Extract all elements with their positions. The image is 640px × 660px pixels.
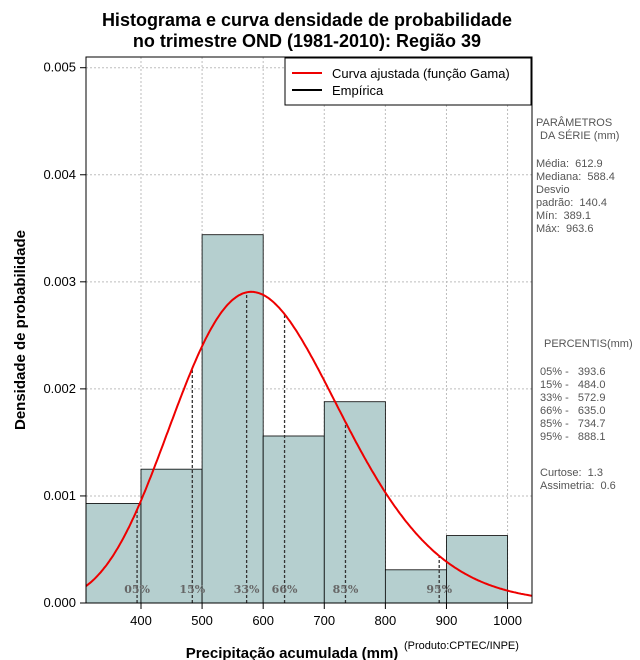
plot-frame [85,56,533,604]
percentis-list: 05% - 393.6 15% - 484.0 33% - 572.9 66% - 6… [540,366,605,444]
series-stat: Mediana: 588.4 [536,171,615,183]
legend: Curva ajustada (função Gama) Empírica [284,57,532,106]
percentil-row: 15% - 484.0 [540,379,606,391]
histogram-bar [323,401,386,604]
product-credit: (Produto:CPTEC/INPE) [404,640,519,652]
y-tick-label: 0.000 [43,595,76,610]
histogram-bar [201,234,264,604]
percentil-row: 85% - 734.7 [540,418,606,430]
percentile-label: 66% [272,583,298,596]
series-stat: Média: 612.9 [536,158,603,170]
y-axis: 0.000 0.001 0.002 0.003 0.004 0.005 [43,60,86,610]
percentile-label: 15% [179,583,205,596]
series-stat: Desvio [536,184,570,196]
histogram-bar [384,569,447,604]
percentile-label: 85% [333,583,359,596]
shape-stat: Assimetria: 0.6 [540,480,616,492]
gamma-density-curve [85,290,533,597]
y-tick-label: 0.004 [43,167,76,182]
x-tick-label: 500 [191,613,213,628]
y-tick-label: 0.002 [43,381,76,396]
series-stats: Média: 612.9 Mediana: 588.4 Desvio padrão: … [536,158,615,236]
x-tick-label: 600 [252,613,274,628]
legend-label-empirical: Empírica [332,83,384,98]
chart-title-line-1: Histograma e curva densidade de probabil… [102,10,512,30]
x-tick-label: 1000 [493,613,522,628]
y-axis-label: Densidade de probabilidade [12,230,29,430]
histogram-bars [85,234,508,604]
percentile-label: 05% [124,583,150,596]
series-stat: Mín: 389.1 [536,210,592,222]
percentile-label: 33% [234,583,260,596]
x-tick-label: 400 [130,613,152,628]
percentis-title: PERCENTIS(mm) [544,338,633,350]
percentil-row: 95% - 888.1 [540,431,606,443]
x-tick-label: 700 [313,613,335,628]
x-axis: 400 500 600 700 800 900 1000 [130,603,522,628]
chart-title-line-2: no trimestre OND (1981-2010): Região 39 [133,31,481,51]
y-tick-label: 0.005 [43,60,76,75]
shape-stat: Curtose: 1.3 [540,467,603,479]
percentil-row: 33% - 572.9 [540,392,606,404]
y-tick-label: 0.001 [43,488,76,503]
series-stat: Máx: 963.6 [536,223,594,235]
percentil-row: 05% - 393.6 [540,366,606,378]
series-stat: padrão: 140.4 [536,197,607,209]
legend-box [284,57,532,106]
params-title-1: PARÂMETROS [536,117,613,129]
shape-stats: Curtose: 1.3 Assimetria: 0.6 [540,467,616,493]
y-tick-label: 0.003 [43,274,76,289]
legend-label-curve: Curva ajustada (função Gama) [332,66,510,81]
percentile-labels: 05% 15% 33% 66% 85% 95% [124,583,452,596]
percentil-row: 66% - 635.0 [540,405,606,417]
params-title-2: DA SÉRIE (mm) [540,130,620,142]
histogram-bar [262,435,325,604]
percentile-lines [136,292,440,603]
x-tick-label: 800 [375,613,397,628]
x-tick-label: 900 [436,613,458,628]
histogram-bar [446,535,508,604]
percentile-label: 95% [426,583,452,596]
x-axis-label: Precipitação acumulada (mm) [186,645,399,660]
